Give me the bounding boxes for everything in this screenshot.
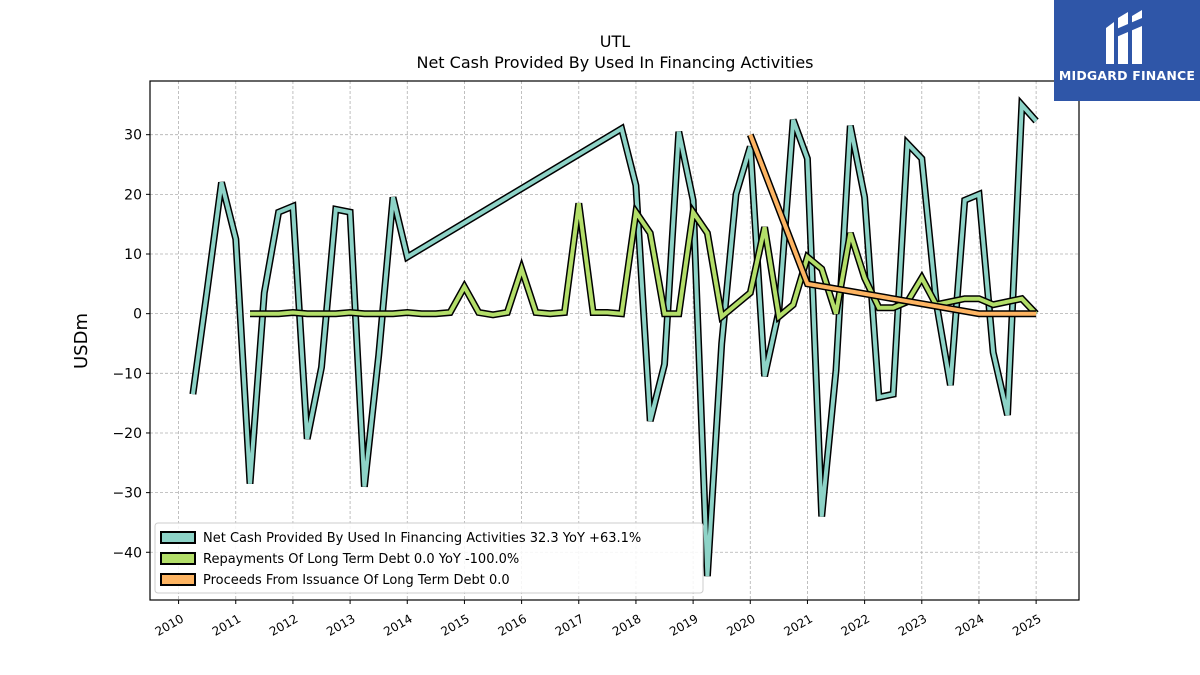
series-group [189,96,1039,577]
y-tick-label: −30 [112,486,142,502]
legend: Net Cash Provided By Used In Financing A… [154,522,704,594]
series-line-1 [190,99,1038,577]
x-tick-label: 2017 [553,611,586,638]
series-line-3 [748,133,1037,316]
x-tick-label: 2011 [210,611,243,638]
legend-swatch-1 [160,531,196,544]
x-tick-label: 2016 [496,611,529,638]
plot-frame [149,80,1080,601]
logo-text: MIDGARD FINANCE [1058,68,1196,83]
x-tick-label: 2025 [1010,611,1043,638]
y-tick-label: 20 [124,187,142,203]
legend-label-2: Repayments Of Long Term Debt 0.0 YoY -10… [203,552,519,567]
y-tick-label: −10 [112,366,142,382]
y-tick-label: 0 [133,307,142,323]
x-tick-label: 2014 [381,611,414,638]
legend-swatch-2 [160,552,196,565]
x-axis: 2010 2011 2012 2013 2014 2015 2016 2017 2018 2019… [153,600,1044,639]
y-axis: 30 20 10 0 −10 −20 −30 −40 [112,128,150,561]
y-tick-label: 10 [124,247,142,263]
series-outline-1 [189,96,1039,577]
x-tick-label: 2024 [953,611,986,638]
legend-swatch-3 [160,573,196,586]
midgard-m-icon [1106,10,1142,64]
y-tick-label: −40 [112,545,142,561]
legend-label-1: Net Cash Provided By Used In Financing A… [203,531,641,546]
legend-label-3: Proceeds From Issuance Of Long Term Debt… [203,573,510,588]
x-tick-label: 2022 [839,611,872,638]
x-tick-label: 2013 [324,611,357,638]
y-axis-label: USDm [71,313,92,369]
chart-subtitle: Net Cash Provided By Used In Financing A… [416,53,813,72]
x-tick-label: 2019 [667,611,700,638]
logo: MIDGARD FINANCE [1054,0,1200,101]
legend-box [154,522,704,594]
x-tick-label: 2021 [781,611,814,638]
x-tick-label: 2018 [610,611,643,638]
x-tick-label: 2023 [896,611,929,638]
x-tick-label: 2012 [267,611,300,638]
x-tick-label: 2010 [153,611,186,638]
y-tick-label: 30 [124,128,142,144]
x-tick-label: 2015 [438,611,471,638]
y-tick-label: −20 [112,426,142,442]
chart-title: UTL [600,32,630,51]
grid [150,81,1079,600]
x-tick-label: 2020 [724,611,757,638]
